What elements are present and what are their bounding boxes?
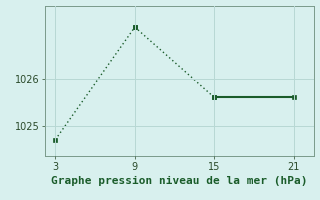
X-axis label: Graphe pression niveau de la mer (hPa): Graphe pression niveau de la mer (hPa)	[51, 176, 308, 186]
